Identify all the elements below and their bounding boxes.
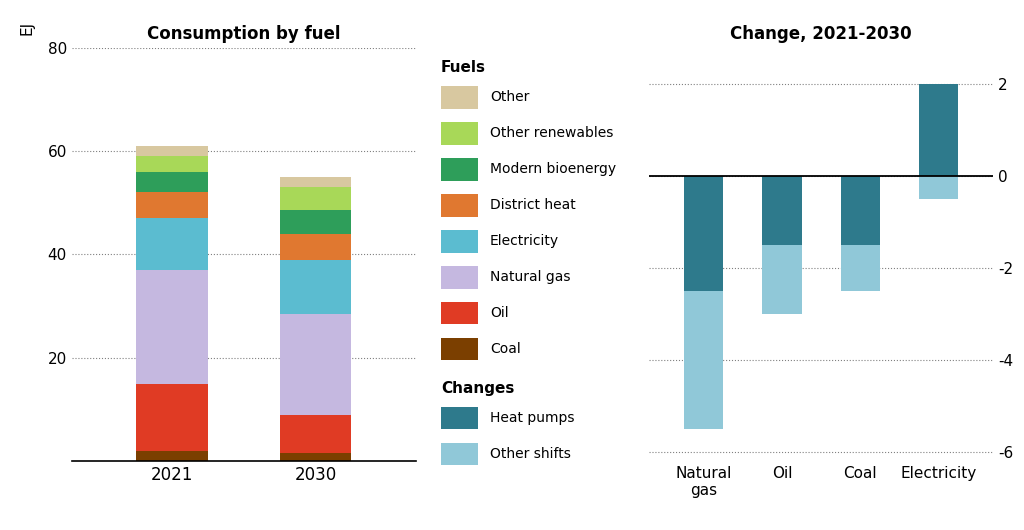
Bar [919,84,958,176]
Bar [280,314,351,414]
Bar [280,260,351,314]
Text: Changes: Changes [441,381,514,396]
Text: Electricity: Electricity [489,234,559,248]
Bar [136,218,208,270]
Text: Natural gas: Natural gas [489,270,570,284]
Bar [280,453,351,461]
FancyBboxPatch shape [441,338,477,360]
Text: District heat: District heat [489,198,575,212]
FancyBboxPatch shape [441,194,477,217]
FancyBboxPatch shape [441,302,477,324]
Bar [136,270,208,384]
Bar [136,450,208,461]
Text: Other renewables: Other renewables [489,126,613,140]
Bar [280,177,351,187]
Text: Other shifts: Other shifts [489,447,570,461]
Bar [841,176,880,245]
Bar [684,176,723,291]
Text: Heat pumps: Heat pumps [489,411,574,425]
Bar [684,291,723,429]
Bar [136,172,208,192]
FancyBboxPatch shape [441,158,477,181]
Bar [136,384,208,450]
Bar [280,210,351,234]
Text: Oil: Oil [489,306,508,320]
Text: Modern bioenergy: Modern bioenergy [489,162,615,176]
Bar [763,245,802,314]
FancyBboxPatch shape [441,122,477,145]
Title: Change, 2021-2030: Change, 2021-2030 [730,25,912,43]
Bar [136,192,208,218]
FancyBboxPatch shape [441,266,477,288]
Bar [136,146,208,156]
FancyBboxPatch shape [441,86,477,109]
Bar [919,176,958,199]
Bar [841,245,880,291]
FancyBboxPatch shape [441,230,477,252]
Bar [280,187,351,210]
Title: Consumption by fuel: Consumption by fuel [147,25,341,43]
Text: Fuels: Fuels [441,60,486,75]
Bar [280,234,351,260]
Text: EJ: EJ [19,21,35,36]
FancyBboxPatch shape [441,407,477,429]
Text: Other: Other [489,90,529,104]
Bar [136,156,208,172]
Text: Coal: Coal [489,342,520,356]
FancyBboxPatch shape [441,443,477,465]
Bar [280,414,351,453]
Bar [763,176,802,245]
